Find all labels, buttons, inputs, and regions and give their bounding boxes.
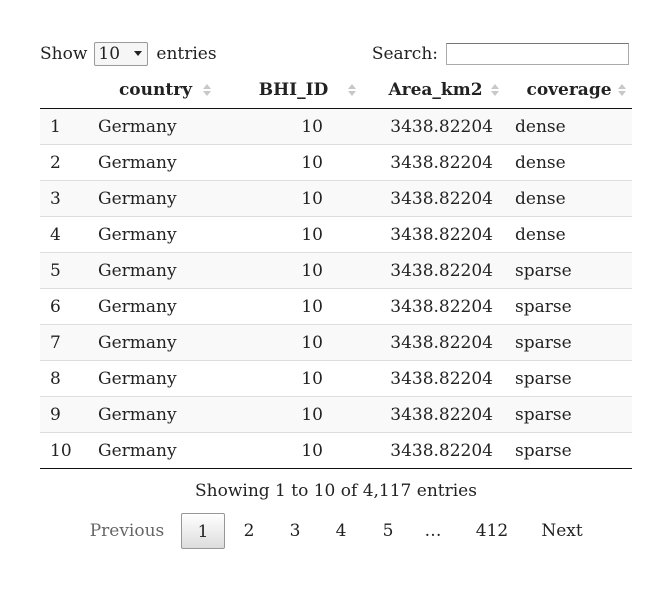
previous-button[interactable]: Previous [89, 521, 165, 541]
column-header-index[interactable] [40, 72, 89, 109]
table-row: 10 Germany 10 3438.82204 sparse [40, 432, 632, 469]
show-label: Show [40, 44, 88, 64]
cell-area: 3438.82204 [365, 180, 506, 217]
cell-coverage: dense [506, 144, 632, 181]
column-header-coverage[interactable]: coverage [506, 72, 632, 109]
search-label: Search: [371, 44, 438, 64]
column-header-country[interactable]: country [89, 72, 222, 109]
cell-bhi-id: 10 [222, 216, 365, 253]
column-header-area[interactable]: Area_km2 [365, 72, 506, 109]
search-input[interactable] [446, 43, 629, 65]
cell-bhi-id: 10 [222, 108, 365, 145]
cell-index: 1 [40, 108, 89, 145]
cell-index: 5 [40, 252, 89, 289]
page-button-2[interactable]: 2 [243, 521, 255, 541]
data-table: country BHI_ID Area_km2 coverage [40, 72, 632, 469]
cell-bhi-id: 10 [222, 360, 365, 397]
cell-country: Germany [89, 396, 222, 433]
cell-bhi-id: 10 [222, 324, 365, 361]
column-header-label: BHI_ID [258, 80, 329, 100]
cell-country: Germany [89, 288, 222, 325]
page-button-5[interactable]: 5 [382, 521, 394, 541]
cell-area: 3438.82204 [365, 432, 506, 469]
cell-country: Germany [89, 360, 222, 397]
table-row: 6 Germany 10 3438.82204 sparse [40, 288, 632, 325]
cell-bhi-id: 10 [222, 144, 365, 181]
page-length-value: 10 [98, 44, 121, 64]
column-header-bhi-id[interactable]: BHI_ID [222, 72, 365, 109]
cell-country: Germany [89, 324, 222, 361]
cell-index: 7 [40, 324, 89, 361]
page-button-3[interactable]: 3 [289, 521, 301, 541]
cell-coverage: dense [506, 180, 632, 217]
cell-area: 3438.82204 [365, 144, 506, 181]
table-row: 4 Germany 10 3438.82204 dense [40, 216, 632, 253]
sort-both-icon [618, 84, 626, 96]
next-button[interactable]: Next [541, 521, 583, 541]
cell-coverage: sparse [506, 324, 632, 361]
cell-country: Germany [89, 432, 222, 469]
column-header-label: coverage [526, 80, 612, 100]
sort-both-icon [203, 84, 211, 96]
table-row: 7 Germany 10 3438.82204 sparse [40, 324, 632, 361]
cell-area: 3438.82204 [365, 360, 506, 397]
cell-country: Germany [89, 144, 222, 181]
table-info: Showing 1 to 10 of 4,117 entries [195, 481, 477, 501]
cell-coverage: sparse [506, 432, 632, 469]
table-row: 5 Germany 10 3438.82204 sparse [40, 252, 632, 289]
cell-coverage: dense [506, 216, 632, 253]
table-row: 1 Germany 10 3438.82204 dense [40, 108, 632, 145]
page-button-1[interactable]: 1 [181, 513, 225, 549]
sort-both-icon [348, 84, 356, 96]
cell-index: 2 [40, 144, 89, 181]
cell-index: 9 [40, 396, 89, 433]
cell-index: 8 [40, 360, 89, 397]
column-header-label: Area_km2 [388, 80, 483, 100]
cell-bhi-id: 10 [222, 252, 365, 289]
cell-area: 3438.82204 [365, 288, 506, 325]
cell-area: 3438.82204 [365, 324, 506, 361]
entries-label: entries [156, 44, 217, 64]
chevron-down-icon [129, 44, 147, 64]
page-button-412[interactable]: 412 [475, 521, 509, 541]
cell-country: Germany [89, 180, 222, 217]
cell-coverage: sparse [506, 396, 632, 433]
pagination-ellipsis: … [424, 521, 442, 541]
header-row: country BHI_ID Area_km2 coverage [40, 72, 632, 109]
table-row: 8 Germany 10 3438.82204 sparse [40, 360, 632, 397]
cell-index: 10 [40, 432, 89, 469]
table-controls: Show 10 entries Search: [40, 42, 632, 68]
cell-bhi-id: 10 [222, 432, 365, 469]
table-row: 3 Germany 10 3438.82204 dense [40, 180, 632, 217]
cell-bhi-id: 10 [222, 288, 365, 325]
cell-index: 3 [40, 180, 89, 217]
pagination: Previous 1 2 3 4 5 … 412 Next [40, 513, 632, 549]
cell-country: Germany [89, 252, 222, 289]
cell-area: 3438.82204 [365, 108, 506, 145]
cell-index: 4 [40, 216, 89, 253]
cell-coverage: sparse [506, 360, 632, 397]
cell-bhi-id: 10 [222, 396, 365, 433]
cell-coverage: sparse [506, 288, 632, 325]
page-length-control: Show 10 entries [40, 42, 217, 66]
cell-bhi-id: 10 [222, 180, 365, 217]
cell-country: Germany [89, 216, 222, 253]
page-button-4[interactable]: 4 [335, 521, 347, 541]
search-control: Search: [372, 42, 629, 66]
cell-coverage: dense [506, 108, 632, 145]
page-length-select[interactable]: 10 [94, 42, 149, 66]
table-row: 9 Germany 10 3438.82204 sparse [40, 396, 632, 433]
cell-index: 6 [40, 288, 89, 325]
cell-area: 3438.82204 [365, 216, 506, 253]
sort-both-icon [491, 84, 499, 96]
cell-area: 3438.82204 [365, 252, 506, 289]
cell-area: 3438.82204 [365, 396, 506, 433]
cell-country: Germany [89, 108, 222, 145]
cell-coverage: sparse [506, 252, 632, 289]
column-header-label: country [118, 80, 193, 100]
table-row: 2 Germany 10 3438.82204 dense [40, 144, 632, 181]
